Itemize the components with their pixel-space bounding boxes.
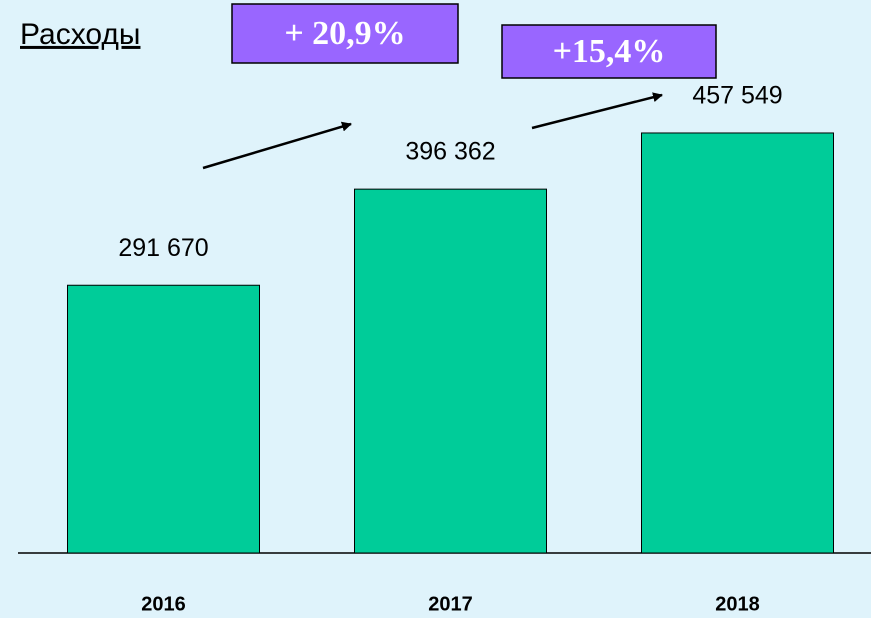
arrow — [202, 121, 352, 170]
value-label: 291 670 — [118, 234, 208, 262]
chart-title: Расходы — [20, 18, 140, 51]
value-label: 457 549 — [692, 82, 782, 110]
bar — [641, 132, 834, 554]
value-label: 396 362 — [405, 138, 495, 166]
x-tick-label: 2016 — [141, 593, 186, 615]
arrow — [531, 92, 663, 130]
annotation-box — [501, 24, 717, 79]
annotation-box — [231, 3, 459, 64]
bar — [67, 284, 260, 554]
x-tick-label: 2018 — [715, 593, 760, 615]
annotation: +15,4% — [553, 33, 666, 70]
bar — [354, 188, 547, 554]
annotation: + 20,9% — [284, 15, 405, 52]
x-tick-label: 2017 — [428, 593, 473, 615]
